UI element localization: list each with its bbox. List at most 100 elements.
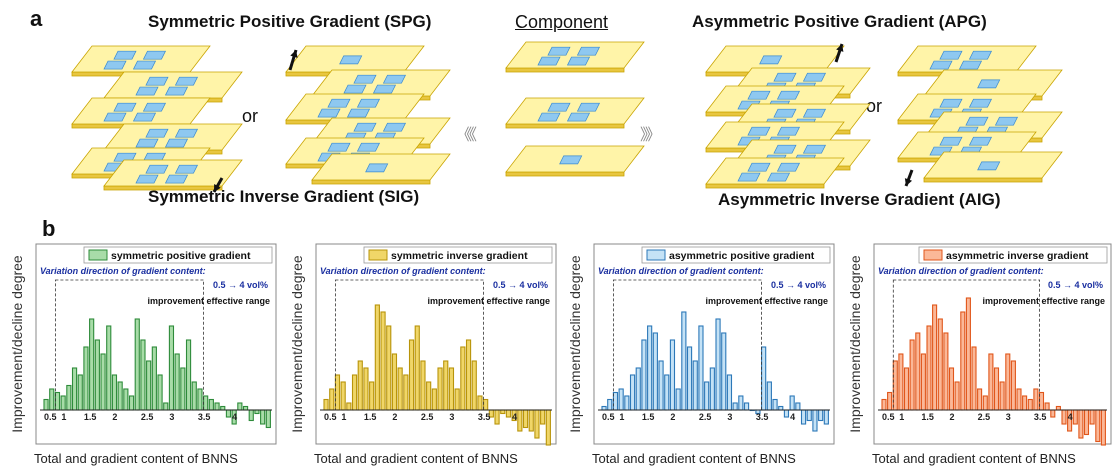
- tick-label: 2: [950, 412, 955, 422]
- gradient-direction-note: Variation direction of gradient content:: [598, 266, 764, 276]
- bnns-flake: [566, 112, 591, 122]
- data-bar: [624, 395, 630, 411]
- data-bar: [54, 391, 61, 411]
- data-bar: [220, 405, 226, 411]
- data-bar: [789, 395, 795, 411]
- chart-aig: Improvement/decline degree 0.5 1 1.5 2 2.5 3 3.…: [838, 238, 1115, 469]
- data-bar: [534, 409, 540, 439]
- data-bar: [71, 367, 78, 411]
- data-bar: [971, 346, 977, 411]
- bnns-flake: [327, 142, 351, 152]
- data-bar: [1061, 409, 1067, 425]
- bnns-flake: [365, 163, 389, 173]
- data-bar: [426, 381, 432, 411]
- data-bar: [692, 360, 698, 411]
- bnns-flake: [773, 144, 797, 154]
- data-bar: [265, 409, 271, 429]
- data-bar: [743, 402, 750, 411]
- data-bar: [106, 325, 112, 411]
- data-bar: [926, 325, 932, 411]
- tick-label: 2.5: [141, 412, 154, 422]
- data-bar: [618, 388, 624, 411]
- sheet-c1: [505, 41, 645, 73]
- bnns-flake: [113, 50, 137, 60]
- data-bar: [334, 374, 341, 411]
- sheet-c2: [505, 97, 645, 129]
- data-bar: [369, 381, 375, 411]
- data-bar: [1027, 398, 1033, 411]
- data-bar: [772, 398, 778, 411]
- tick-label: 2: [392, 412, 397, 422]
- legend-swatch: [368, 249, 388, 261]
- bnns-flake: [164, 174, 189, 184]
- tick-label: 4: [232, 412, 237, 422]
- bnns-flake: [356, 98, 381, 108]
- data-bar: [1022, 395, 1028, 411]
- bnns-flake: [135, 138, 159, 148]
- legend-box: [363, 246, 553, 264]
- bnns-flake: [317, 108, 341, 118]
- data-bar: [726, 374, 733, 411]
- data-bar: [460, 346, 466, 411]
- tick-label: 4: [1068, 412, 1073, 422]
- data-bar: [1050, 409, 1056, 418]
- data-bar: [881, 398, 887, 411]
- panel-b-letter: b: [42, 216, 56, 241]
- data-bar: [1044, 402, 1050, 411]
- bnns-flake: [968, 136, 993, 146]
- data-bar: [999, 381, 1005, 411]
- chart-apg: Improvement/decline degree 0.5 1 1.5 2 2.5 3 3.…: [558, 238, 838, 469]
- data-bar: [254, 409, 260, 415]
- improvement-range-box: [55, 279, 204, 411]
- data-bar: [386, 325, 392, 411]
- data-bar: [778, 405, 784, 411]
- data-bar: [652, 332, 658, 411]
- data-bar: [1083, 409, 1090, 436]
- data-bar: [174, 353, 180, 411]
- data-bar: [1089, 409, 1095, 425]
- gradient-direction-note: Variation direction of gradient content:: [320, 266, 486, 276]
- bnns-flake: [346, 108, 371, 118]
- data-bar: [823, 409, 829, 425]
- legend-label: asymmetric positive gradient: [669, 250, 815, 262]
- data-bar: [437, 367, 443, 411]
- gradient-direction-note: Variation direction of gradient content:: [878, 266, 1044, 276]
- data-bar: [448, 367, 455, 411]
- data-bar: [111, 374, 118, 411]
- gradient-range-text: 0.5 → 4 vol%: [1048, 280, 1103, 290]
- effective-range-label: improvement effective range: [982, 296, 1105, 306]
- legend-label: symmetric inverse gradient: [391, 250, 528, 262]
- tick-label: 0.5: [324, 412, 337, 422]
- bnns-flake: [776, 162, 801, 172]
- gradient-range-text: 0.5 → 4 vol%: [493, 280, 548, 290]
- data-bar: [346, 402, 352, 411]
- y-axis-label: Improvement/decline degree: [289, 255, 305, 433]
- data-bar: [641, 339, 647, 411]
- bnns-flake: [773, 72, 797, 82]
- data-bar: [505, 409, 512, 418]
- sheet-l1: [71, 45, 211, 77]
- gradient-direction-note: Variation direction of gradient content:: [40, 266, 206, 276]
- data-bar: [903, 367, 910, 411]
- gradient-range-text: 0.5 → 4 vol%: [771, 280, 826, 290]
- data-bar: [197, 388, 203, 411]
- data-bar: [954, 381, 960, 411]
- data-bar: [89, 318, 95, 411]
- data-bar: [766, 381, 772, 411]
- tick-label: 1: [619, 412, 624, 422]
- tick-label: 1.5: [642, 412, 655, 422]
- bnns-flake: [939, 98, 963, 108]
- data-bar: [351, 374, 358, 411]
- bnns-flake: [576, 102, 601, 112]
- tick-label: 2.5: [699, 412, 712, 422]
- data-bar: [403, 374, 409, 411]
- data-bar: [146, 360, 152, 411]
- x-axis-label-apg: Total and gradient content of BNNS: [592, 451, 796, 466]
- bnns-flake: [929, 60, 953, 70]
- tick-label: 1.5: [84, 412, 97, 422]
- bnns-flake: [547, 102, 571, 112]
- data-bar: [203, 395, 209, 411]
- bnns-flake: [747, 126, 771, 136]
- data-bar: [117, 381, 123, 411]
- chevrons-left: 《《: [456, 127, 477, 144]
